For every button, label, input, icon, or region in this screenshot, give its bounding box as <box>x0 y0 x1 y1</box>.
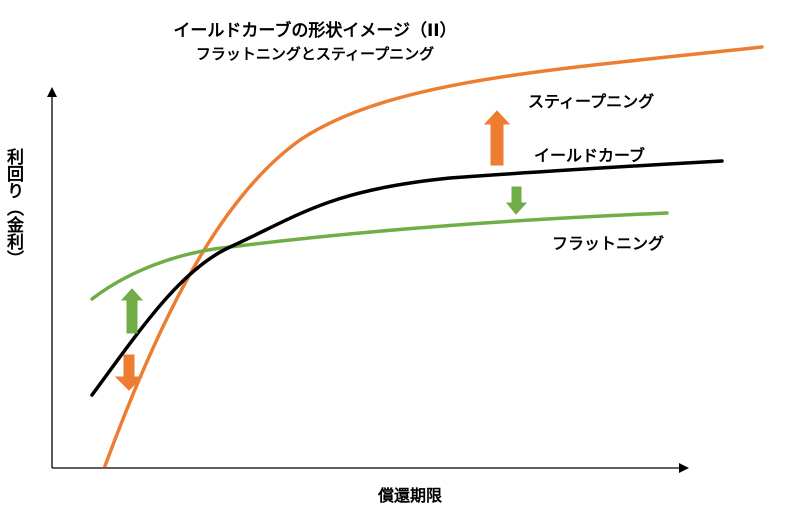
flattening-down-arrow-icon <box>505 186 528 215</box>
steepening-up-arrow-icon <box>483 110 511 166</box>
flattening-up-arrow-icon <box>120 288 144 334</box>
chart-subtitle: フラットニングとスティープニング <box>195 45 435 63</box>
steepening-label: スティープニング <box>528 92 655 111</box>
flattening-curve <box>90 211 669 301</box>
steepening-down-arrow-icon <box>114 354 144 391</box>
steepening-curve <box>103 45 764 468</box>
yield-curve <box>90 159 724 397</box>
yield-curve-label: イールドカーブ <box>534 146 646 165</box>
chart-title: イールドカーブの形状イメージ（II） <box>173 21 457 41</box>
x-axis-label: 償還期限 <box>377 486 442 505</box>
flattening-label: フラットニング <box>552 234 665 253</box>
y-axis-label: 利回り（金利） <box>3 148 23 267</box>
